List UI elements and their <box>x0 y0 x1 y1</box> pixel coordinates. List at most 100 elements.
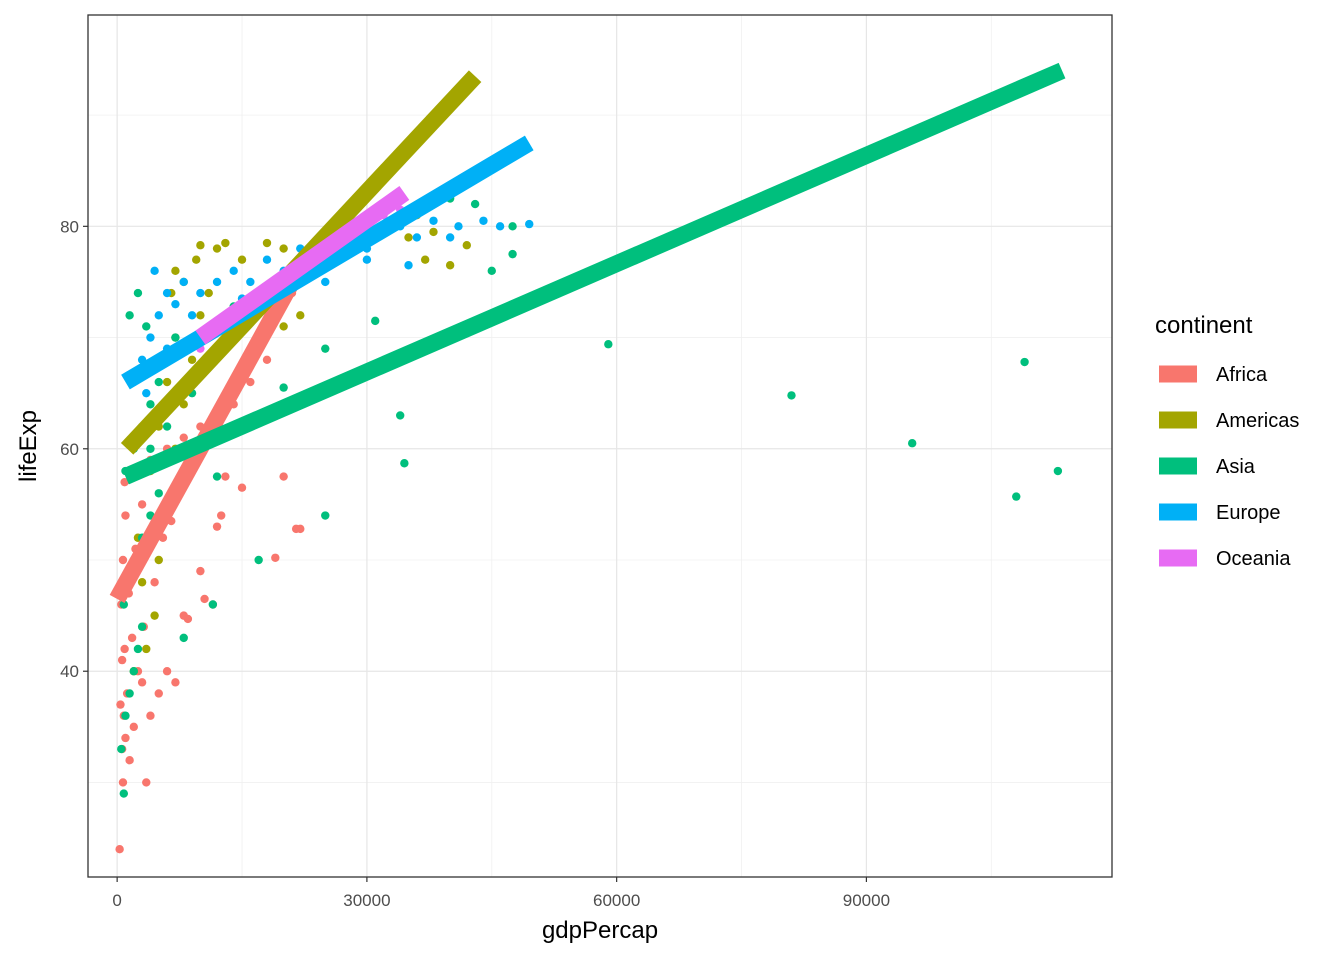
data-point-africa <box>121 733 130 743</box>
legend-key-asia <box>1159 457 1197 475</box>
data-point-asia <box>121 711 130 720</box>
data-point-americas <box>429 227 438 237</box>
data-point-europe <box>445 233 455 242</box>
fit-line-oceania <box>195 186 410 345</box>
data-point-americas <box>462 241 471 250</box>
data-point-africa <box>271 553 280 562</box>
data-point-africa <box>150 578 159 587</box>
data-point-asia <box>119 789 128 798</box>
data-point-americas <box>404 233 413 242</box>
data-point-asia <box>321 511 330 520</box>
data-point-africa <box>121 511 130 520</box>
data-point-asia <box>146 400 155 409</box>
data-point-asia <box>125 689 134 698</box>
data-point-africa <box>129 722 138 732</box>
data-point-asia <box>171 333 180 342</box>
data-point-asia <box>129 667 138 676</box>
data-point-asia <box>400 459 409 468</box>
legend-title: continent <box>1155 312 1253 339</box>
data-point-europe <box>321 277 330 287</box>
data-point-asia <box>154 489 163 498</box>
data-point-europe <box>187 311 197 320</box>
data-point-africa <box>237 483 247 492</box>
data-point-europe <box>212 277 222 287</box>
data-point-asia <box>1053 466 1063 476</box>
data-point-americas <box>192 255 201 264</box>
data-point-americas <box>279 244 288 253</box>
legend: continent Africa Americas Asia Europe Oceani… <box>1155 312 1299 570</box>
data-point-asia <box>604 340 613 349</box>
data-point-europe <box>142 388 151 398</box>
data-point-americas <box>150 611 159 620</box>
data-point-americas <box>445 261 455 270</box>
data-point-americas <box>137 578 147 587</box>
data-point-asia <box>395 411 405 420</box>
data-point-africa <box>179 433 188 442</box>
data-point-africa <box>212 522 222 531</box>
data-point-asia <box>279 383 288 392</box>
data-point-africa <box>118 555 128 565</box>
data-point-africa <box>171 678 180 687</box>
data-point-asia <box>146 444 155 453</box>
data-point-africa <box>137 678 147 687</box>
data-point-africa <box>127 633 137 643</box>
data-point-africa <box>117 655 127 665</box>
data-point-europe <box>171 299 180 309</box>
data-point-africa <box>183 614 193 624</box>
x-axis-ticks: 0 30000 60000 90000 <box>112 877 890 910</box>
data-point-africa <box>120 477 129 487</box>
x-tick-label: 60000 <box>593 891 640 910</box>
data-point-asia <box>508 222 517 231</box>
data-point-europe <box>246 277 255 287</box>
data-point-africa <box>120 644 129 654</box>
data-point-asia <box>133 644 143 654</box>
data-point-africa <box>200 594 209 604</box>
data-point-europe <box>429 216 438 225</box>
data-point-africa <box>115 844 124 854</box>
data-point-africa <box>221 472 230 481</box>
legend-key-africa <box>1159 365 1197 383</box>
data-point-europe <box>525 219 534 229</box>
data-point-europe <box>196 288 205 298</box>
fit-line-asia <box>122 62 1066 485</box>
data-point-americas <box>187 355 197 364</box>
legend-label-europe: Europe <box>1216 502 1281 524</box>
fit-line-europe <box>121 135 534 390</box>
data-point-americas <box>279 322 288 331</box>
data-point-africa <box>262 355 272 364</box>
data-point-europe <box>229 266 238 276</box>
data-point-asia <box>162 422 172 431</box>
data-point-europe <box>454 222 463 231</box>
data-point-asia <box>133 288 143 298</box>
data-point-asia <box>137 622 147 631</box>
fit-lines <box>109 62 1066 604</box>
data-point-americas <box>142 644 151 654</box>
data-point-europe <box>150 266 159 276</box>
x-tick-label: 90000 <box>843 891 890 910</box>
data-point-africa <box>196 566 205 576</box>
y-axis-ticks: 40 60 80 <box>60 217 88 681</box>
y-tick-label: 80 <box>60 217 79 236</box>
data-point-asia <box>321 344 330 353</box>
legend-label-americas: Americas <box>1216 410 1299 432</box>
legend-label-africa: Africa <box>1216 364 1268 386</box>
data-point-americas <box>221 238 230 248</box>
data-point-americas <box>162 377 172 387</box>
x-axis-title: gdpPercap <box>542 917 658 944</box>
data-point-africa <box>162 667 172 676</box>
data-point-africa <box>291 524 301 534</box>
y-axis-title: lifeExp <box>15 410 42 482</box>
data-point-americas <box>196 311 205 320</box>
data-point-europe <box>412 233 422 242</box>
data-point-africa <box>146 711 155 720</box>
data-point-africa <box>154 689 163 698</box>
data-point-africa <box>118 778 128 787</box>
data-point-africa <box>217 511 226 520</box>
data-point-europe <box>146 333 155 342</box>
data-point-asia <box>470 199 480 209</box>
data-point-americas <box>237 255 247 264</box>
data-point-europe <box>362 255 372 264</box>
data-point-americas <box>204 288 213 298</box>
data-point-americas <box>196 241 205 250</box>
data-point-asia <box>142 322 151 331</box>
